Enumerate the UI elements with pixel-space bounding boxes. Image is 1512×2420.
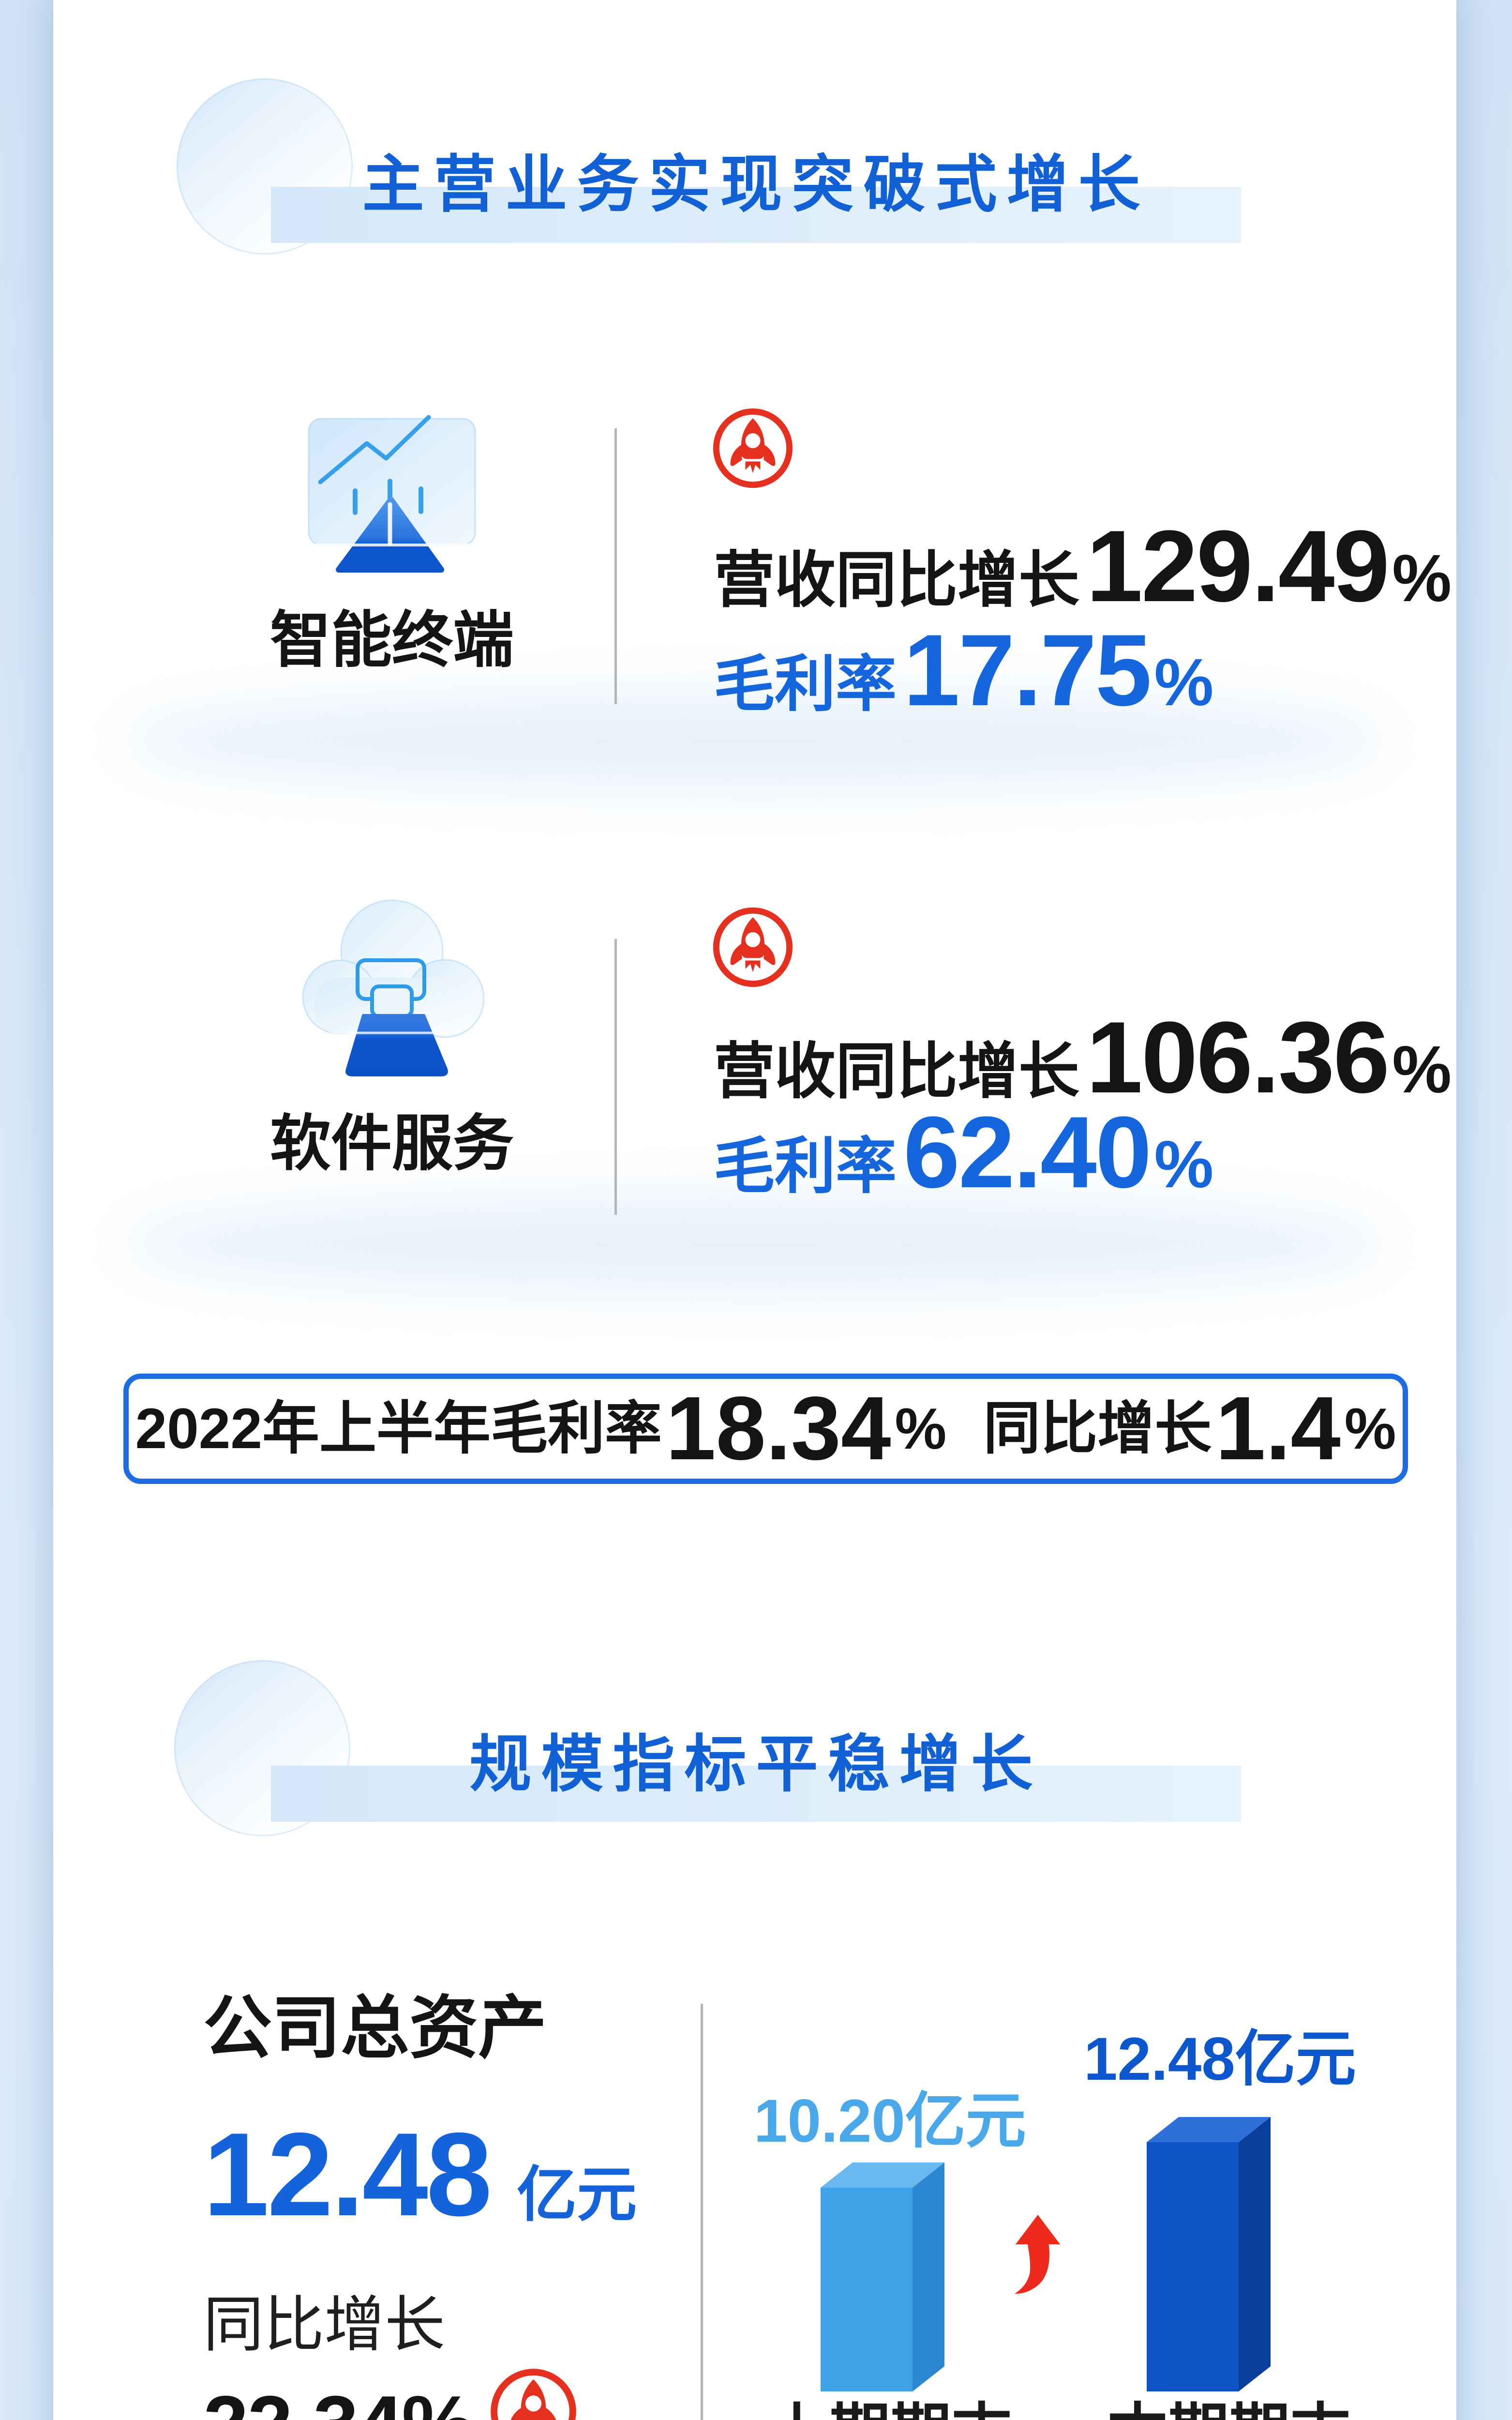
metric-name: 公司总资产 (203, 1990, 547, 2067)
prev-period-value: 10.20亿元 (754, 2087, 1026, 2155)
banner-prefix: 2022年上半年毛利率 (135, 1397, 662, 1461)
smart-terminal-chart-icon (285, 382, 498, 595)
metric-value-number: 12.48 (203, 2108, 492, 2240)
prev-period-label: 上期期末 (768, 2398, 1012, 2420)
growth-label: 同比增长 (203, 2291, 445, 2359)
percent-sign: % (1392, 1032, 1452, 1107)
percent-sign: % (1344, 1396, 1396, 1461)
rocket-icon (489, 2367, 578, 2420)
revenue-growth-value: 106.36 (1086, 1000, 1390, 1114)
title-highlight-band (271, 1766, 1241, 1822)
percent-sign: % (895, 1396, 947, 1461)
bars-3d (821, 2117, 1271, 2391)
curr-period-value: 12.48亿元 (1084, 2026, 1356, 2093)
gross-margin-label: 毛利率 (714, 650, 897, 718)
revenue-growth-value: 129.49 (1086, 509, 1390, 623)
gross-margin-label: 毛利率 (714, 1132, 897, 1200)
half-year-margin-banner: 2022年上半年毛利率 18.34% 同比增长 1.4% (123, 1374, 1408, 1484)
gross-margin-value: 17.75 (903, 613, 1152, 727)
total-assets-bar-chart: 10.20亿元 12.48亿元 上期期末 本期期末 (735, 1994, 1422, 2420)
vertical-divider (614, 428, 617, 704)
percent-sign: % (1154, 1127, 1214, 1202)
gross-margin-line: 毛利率 17.75% (714, 620, 1213, 721)
metric-value: 12.48 亿元 (203, 2115, 637, 2234)
background-wash (121, 1195, 1389, 1292)
percent-sign: % (1392, 541, 1452, 616)
growth-value: 22.34% (203, 2384, 474, 2420)
curr-period-label: 本期期末 (1107, 2398, 1351, 2420)
banner-margin-value: 18.34 (666, 1378, 891, 1479)
percent-sign: % (1154, 645, 1214, 720)
revenue-growth-label: 营收同比增长 (714, 546, 1079, 614)
revenue-growth-label: 营收同比增长 (714, 1037, 1079, 1105)
gross-margin-value: 62.40 (903, 1095, 1152, 1209)
revenue-growth-line: 营收同比增长 129.49% (714, 515, 1452, 617)
up-arrow-icon (1015, 2215, 1060, 2294)
rocket-icon (711, 407, 794, 492)
vertical-divider (701, 2004, 703, 2420)
business-row-label: 软件服务 (270, 1109, 514, 1178)
banner-growth-value: 1.4 (1215, 1378, 1341, 1479)
revenue-growth-line: 营收同比增长 106.36% (714, 1007, 1452, 1108)
banner-middle: 同比增长 (983, 1397, 1212, 1461)
vertical-divider (614, 939, 617, 1215)
title-highlight-band (271, 187, 1241, 243)
cloud-software-icon (285, 888, 498, 1101)
background-wash (121, 692, 1389, 789)
section-title-scale: 规模指标平稳增长 (469, 1730, 1043, 1799)
rocket-icon (711, 906, 794, 991)
gross-margin-line: 毛利率 62.40% (714, 1102, 1213, 1203)
section-title-business: 主营业务实现突破式增长 (362, 150, 1150, 219)
business-row-label: 智能终端 (270, 606, 514, 674)
metric-value-unit: 亿元 (517, 2162, 637, 2228)
